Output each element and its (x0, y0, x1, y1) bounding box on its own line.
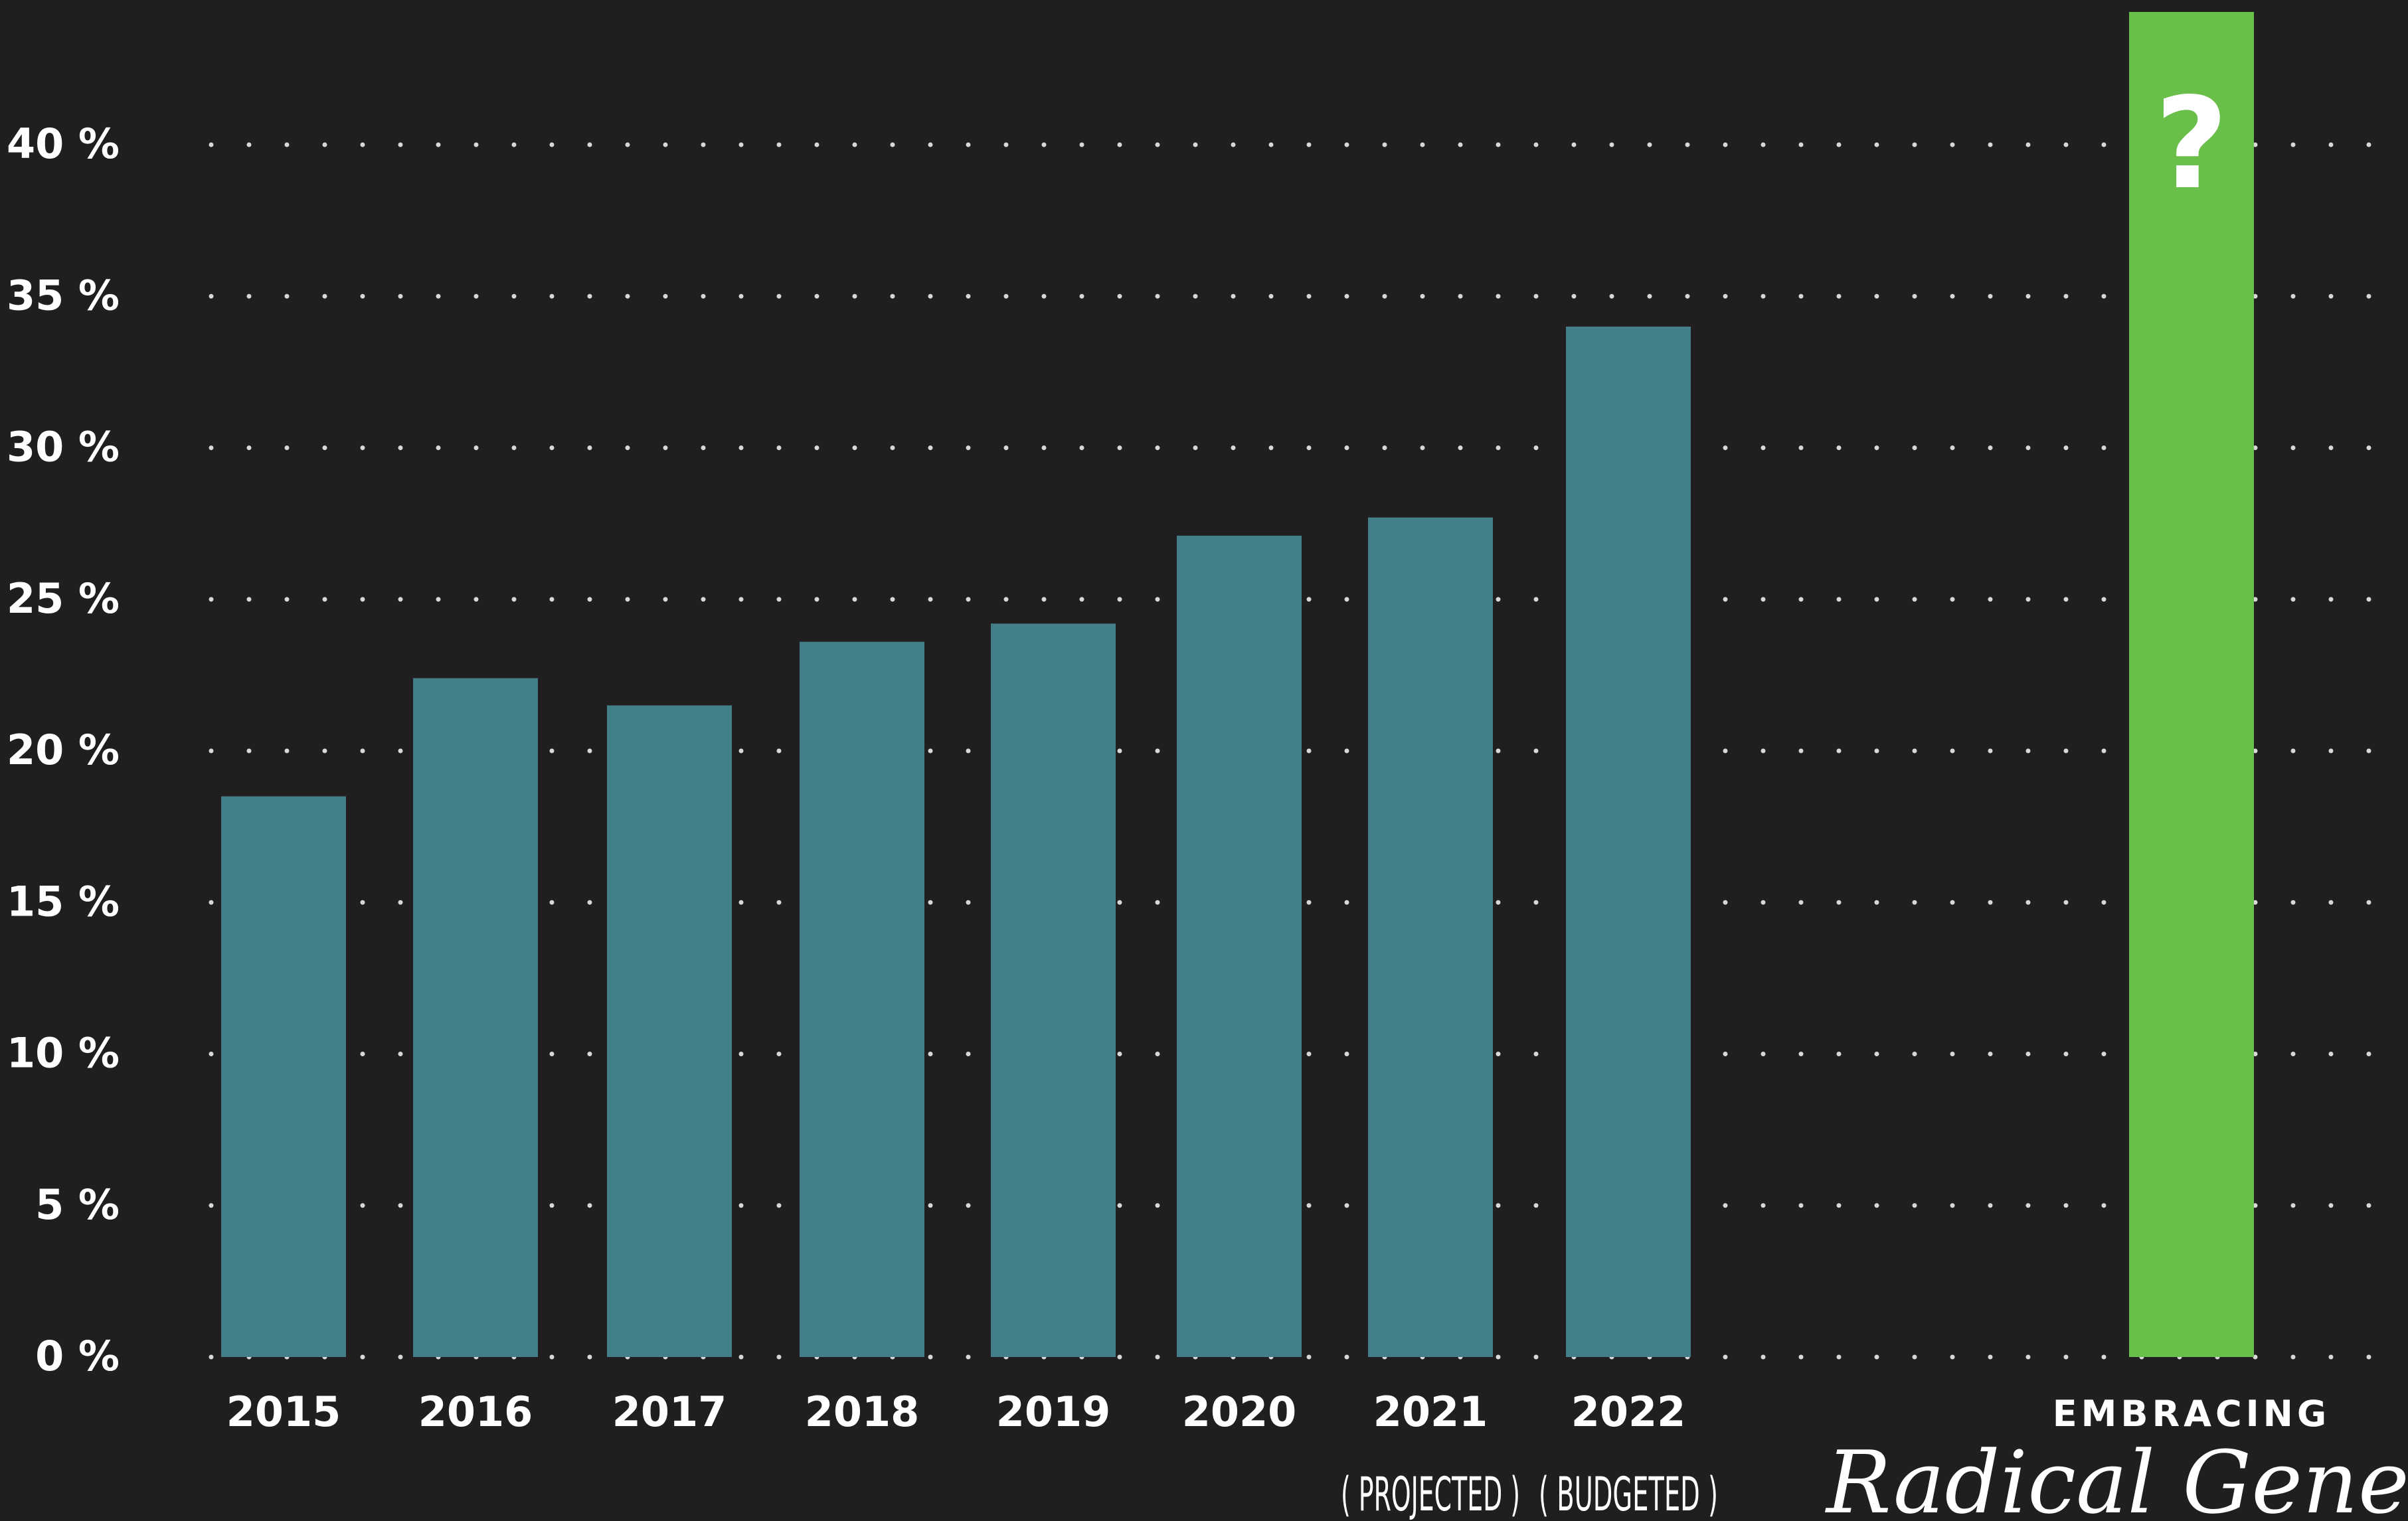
y-tick-label: 25 % (7, 574, 120, 623)
y-tick-label: 40 % (7, 120, 120, 168)
x-tick-label: 2018 (805, 1388, 920, 1436)
x-tick-label: 2020 (1182, 1388, 1297, 1436)
bar-2021 (1368, 517, 1493, 1357)
y-tick-label: 0 % (35, 1332, 120, 1380)
x-tick-label: 2019 (996, 1388, 1111, 1436)
x-tick-label: 2016 (418, 1388, 533, 1436)
x-tick-note: ( BUDGETED ) (1539, 1467, 1718, 1521)
highlight-label: EMBRACING (2053, 1393, 2330, 1435)
x-tick-label: 2015 (226, 1388, 341, 1436)
bar-2017 (607, 705, 732, 1357)
y-tick-label: 30 % (7, 423, 120, 471)
grid-lines (209, 142, 2400, 1360)
bar-2019 (991, 623, 1116, 1357)
bar-2022 (1566, 326, 1691, 1357)
x-tick-label: 2021 (1373, 1388, 1488, 1436)
bar-2018 (800, 641, 924, 1358)
y-tick-label: 10 % (7, 1029, 120, 1078)
bars (221, 326, 1691, 1358)
x-tick-note: ( PROJECTED ) (1341, 1467, 1520, 1521)
bar-2015 (221, 796, 346, 1357)
bar-2020 (1177, 535, 1302, 1357)
y-tick-label: 5 % (35, 1180, 120, 1229)
x-tick-label: 2017 (612, 1388, 727, 1436)
bar-2016 (413, 678, 538, 1357)
y-tick-label: 20 % (7, 726, 120, 774)
highlight-bar (2129, 12, 2254, 1357)
y-axis-ticks: 0 % 5 % 10 % 15 % 20 % 25 % 30 % 35 % 40 % (7, 120, 120, 1380)
x-axis-ticks: 2015 2016 2017 2018 2019 2020 2021 ( PROJECTED … (226, 1388, 1718, 1521)
y-tick-label: 15 % (7, 877, 120, 925)
question-mark: ? (2155, 70, 2228, 217)
y-tick-label: 35 % (7, 271, 120, 319)
highlight-sublabel: Radical Generosity (1825, 1432, 2408, 1521)
x-tick-label: 2022 (1571, 1388, 1686, 1436)
